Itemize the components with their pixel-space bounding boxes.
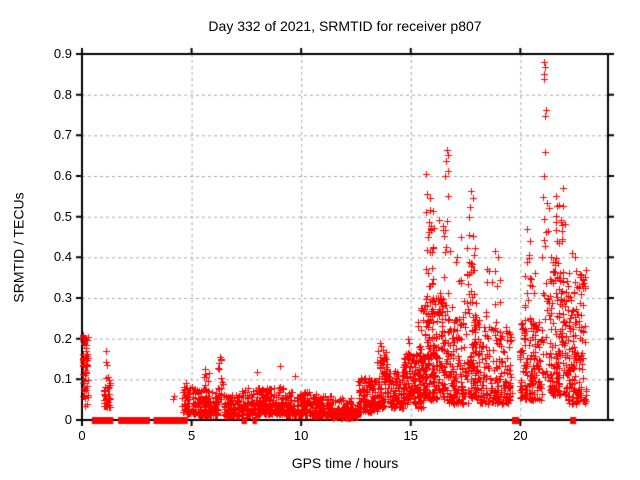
y-axis-label: SRMTID / TECUs [10,192,27,303]
y-tick-label: 0.6 [53,168,72,183]
x-axis-label: GPS time / hours [291,455,399,471]
x-tick-label: 5 [187,428,196,443]
y-tick-label: 0.1 [53,371,72,387]
x-tick-label: 20 [513,428,528,443]
chart-title: Day 332 of 2021, SRMTID for receiver p80… [208,18,482,34]
y-tick-label: 0.5 [53,208,72,224]
y-tick-label: 0.8 [53,86,72,102]
x-tick-label: 10 [293,428,309,443]
x-tick-label: 0 [78,428,86,443]
y-tick-label: 0.2 [53,330,72,346]
x-tick-label: 15 [403,428,418,443]
y-tick-label: 0 [64,412,72,427]
y-tick-label: 0.3 [53,290,72,305]
y-tick-label: 0.9 [53,46,72,61]
y-tick-label: 0.7 [53,127,72,143]
y-tick-label: 0.4 [53,249,72,265]
